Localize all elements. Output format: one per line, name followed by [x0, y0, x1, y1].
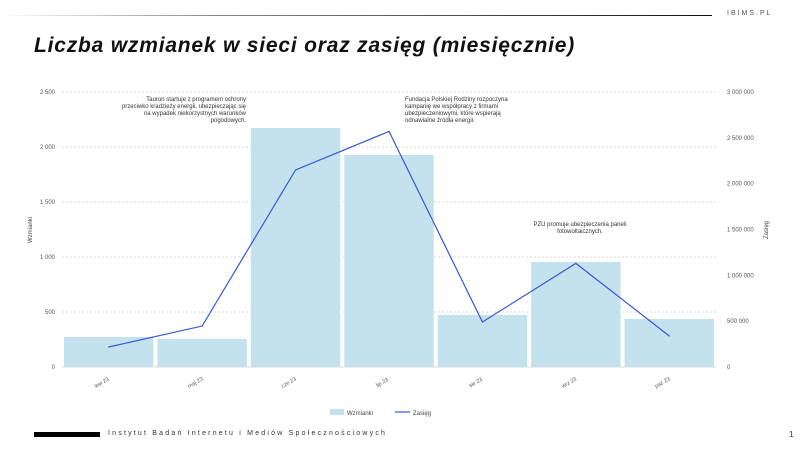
bar-wrz 23: [531, 261, 621, 367]
bar-paź 23: [624, 319, 714, 367]
page-title: Liczba wzmianek w sieci oraz zasięg (mie…: [34, 34, 576, 57]
y-tick-label: 1 500: [40, 200, 56, 206]
bar-lip 23: [344, 155, 434, 367]
x-tick-label: kwi 23: [94, 377, 111, 390]
y-tick-label: 500: [45, 310, 56, 316]
y2-tick-label: 1 500 000: [727, 228, 754, 234]
annotation-1: Tauron startuje z programem ochrony prze…: [121, 97, 246, 124]
y2-tick-label: 2 500 000: [727, 136, 754, 142]
x-tick-label: cze 23: [281, 376, 298, 389]
y2-tick-label: 1 000 000: [727, 273, 754, 279]
y-tick-label: 1 000: [40, 255, 56, 261]
bar-sie 23: [437, 314, 528, 367]
y-axis-title: Wzmianki: [28, 217, 34, 243]
legend-swatch-wzmianki: [330, 409, 344, 415]
line-point-wrz 23: [575, 262, 577, 265]
bar-kwi 23: [64, 336, 154, 367]
y2-tick-label: 500 000: [727, 319, 749, 325]
y2-tick-label: 0: [727, 365, 731, 371]
line-point-lip 23: [388, 130, 390, 133]
y-tick-label: 2 500: [40, 90, 56, 96]
x-tick-label: sie 23: [468, 377, 484, 390]
y2-tick-label: 2 000 000: [727, 182, 754, 188]
x-tick-label: paź 23: [654, 376, 671, 389]
x-tick-label: maj 23: [187, 376, 204, 389]
bar-maj 23: [157, 338, 247, 367]
line-point-sie 23: [481, 321, 484, 323]
line-point-maj 23: [201, 325, 203, 327]
annotation-3: PZU promuje ubezpieczenia paneli fotowol…: [533, 222, 627, 235]
y2-tick-label: 3 000 000: [727, 90, 754, 96]
x-tick-label: wrz 23: [560, 376, 578, 390]
y2-axis-title: Zasięg: [764, 221, 770, 239]
brand-logo: IBIMS.PL: [727, 10, 773, 17]
header-rule: [0, 15, 712, 16]
page-number: 1: [789, 430, 794, 439]
line-point-kwi 23: [108, 346, 110, 348]
y-tick-label: 0: [52, 365, 56, 371]
line-point-cze 23: [294, 169, 297, 171]
line-point-paź 23: [668, 335, 670, 337]
annotation-2: Fundacja Polskiej Rodziny rozpoczyna kam…: [405, 97, 508, 124]
legend-label-wzmianki: Wzmianki: [347, 411, 373, 417]
x-tick-label: lip 23: [375, 377, 389, 389]
footer-org: Instytut Badań Internetu i Mediów Społec…: [108, 430, 388, 437]
bar-cze 23: [250, 127, 341, 367]
y-tick-label: 2 000: [40, 145, 56, 151]
legend-label-zasieg: Zasięg: [413, 411, 431, 417]
footer-bar: [34, 432, 100, 437]
